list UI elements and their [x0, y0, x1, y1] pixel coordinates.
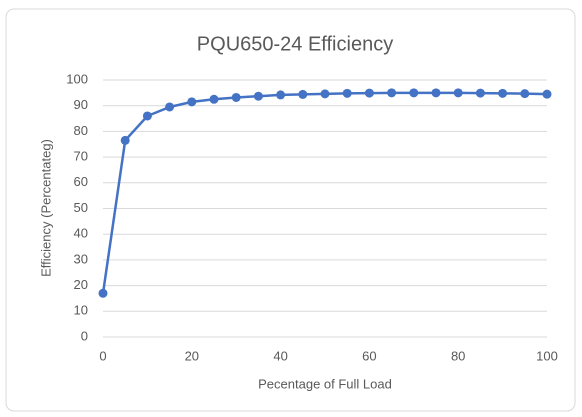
marker [187, 97, 197, 107]
marker [120, 135, 130, 145]
y-tick-label: 40 [74, 226, 88, 241]
marker [364, 88, 374, 98]
x-tick-label: 0 [99, 348, 106, 363]
marker [298, 89, 308, 99]
marker [520, 89, 530, 99]
y-tick-label: 50 [74, 200, 88, 215]
x-axis-title: Pecentage of Full Load [258, 376, 392, 391]
marker [475, 88, 485, 98]
marker [209, 94, 219, 104]
chart-frame [5, 8, 576, 412]
marker [165, 102, 175, 112]
x-tick-label: 20 [185, 348, 199, 363]
y-tick-label: 90 [74, 97, 88, 112]
y-tick-label: 30 [74, 251, 88, 266]
y-tick-label: 60 [74, 174, 88, 189]
marker [231, 92, 241, 102]
marker [409, 88, 419, 98]
marker [431, 88, 441, 98]
marker [98, 288, 108, 298]
marker [453, 88, 463, 98]
x-tick-label: 100 [536, 348, 558, 363]
marker [342, 88, 352, 98]
y-tick-label: 10 [74, 303, 88, 318]
chart-title: PQU650-24 Efficiency [197, 33, 393, 55]
marker [253, 91, 263, 101]
marker [498, 88, 508, 98]
x-tick-label: 60 [362, 348, 376, 363]
y-tick-label: 20 [74, 277, 88, 292]
y-tick-label: 70 [74, 149, 88, 164]
y-tick-label: 100 [66, 71, 88, 86]
marker [276, 90, 286, 100]
marker [387, 88, 397, 98]
y-tick-label: 0 [81, 328, 88, 343]
marker [542, 89, 552, 99]
marker [142, 111, 152, 121]
marker [320, 89, 330, 99]
y-tick-label: 80 [74, 123, 88, 138]
x-tick-label: 40 [273, 348, 287, 363]
y-axis-title: Efficiency (Percentateg) [38, 139, 53, 277]
x-tick-label: 80 [451, 348, 465, 363]
